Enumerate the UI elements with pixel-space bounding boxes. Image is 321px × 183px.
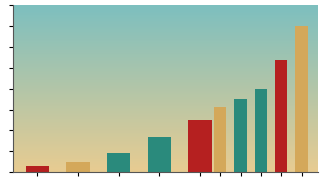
Bar [234,99,247,172]
Bar [295,26,308,172]
Bar [26,166,49,172]
Bar [188,120,212,172]
Bar [66,162,90,172]
Bar [275,60,288,172]
Bar [214,107,227,172]
Bar [255,89,267,172]
Bar [107,153,130,172]
Bar [148,137,171,172]
